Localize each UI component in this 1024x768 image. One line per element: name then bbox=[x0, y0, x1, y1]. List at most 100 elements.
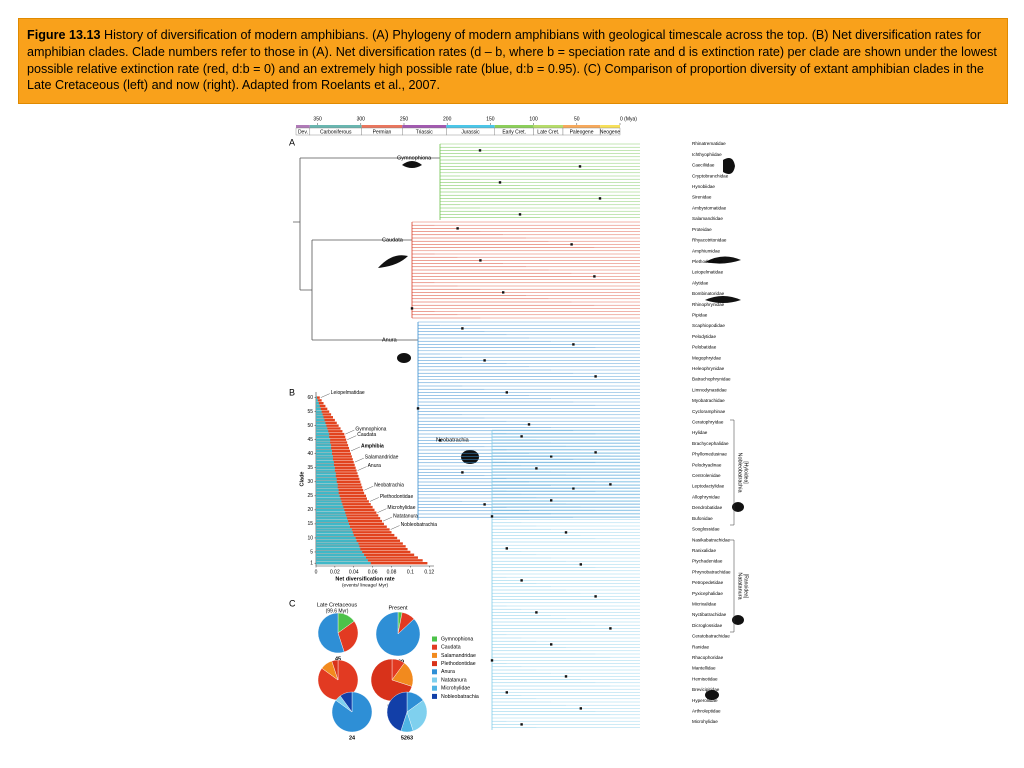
family-label: Scaphiopodidae bbox=[692, 323, 725, 328]
y-tick-label: 45 bbox=[307, 437, 313, 443]
annotation: Gymnophiona bbox=[355, 426, 386, 432]
node-marker bbox=[593, 275, 596, 278]
family-label: Ceratophryidae bbox=[692, 420, 724, 425]
bar bbox=[316, 418, 325, 422]
annotation-leader bbox=[364, 486, 374, 491]
bar bbox=[316, 505, 373, 509]
y-tick-label: 10 bbox=[307, 535, 313, 541]
bar bbox=[316, 533, 354, 537]
bar bbox=[316, 528, 390, 531]
x-tick-label: 0.06 bbox=[368, 569, 378, 575]
frog-icon bbox=[397, 353, 411, 363]
node-marker bbox=[527, 423, 531, 426]
node-marker bbox=[505, 391, 508, 394]
bar bbox=[316, 539, 401, 542]
bar bbox=[316, 556, 367, 559]
family-label: Centrolenidae bbox=[692, 473, 721, 478]
node-marker bbox=[483, 503, 486, 506]
bar bbox=[316, 444, 349, 447]
bar bbox=[316, 511, 346, 514]
annotation: Leiopelmatidae bbox=[331, 390, 365, 396]
bar bbox=[316, 396, 320, 399]
family-label: Micrixalidae bbox=[692, 601, 717, 606]
bar bbox=[316, 474, 336, 478]
node-marker bbox=[478, 149, 482, 152]
bar bbox=[316, 556, 418, 559]
family-label: Brevicipitidae bbox=[692, 687, 720, 692]
clade-label: Anura bbox=[382, 337, 398, 343]
annotation-leader bbox=[382, 516, 393, 522]
node-marker bbox=[505, 691, 508, 694]
x-tick-label: 0.1 bbox=[407, 569, 414, 575]
clade-label: Caudata bbox=[382, 237, 404, 243]
node-marker bbox=[535, 611, 538, 614]
family-label: Ceratobatrachidae bbox=[692, 634, 730, 639]
node-marker bbox=[498, 181, 502, 184]
tree-root bbox=[293, 157, 440, 341]
bar bbox=[316, 469, 335, 472]
y-tick-label: 50 bbox=[307, 423, 313, 429]
period-label: Permian bbox=[373, 129, 392, 135]
bar bbox=[316, 519, 383, 523]
node-marker bbox=[550, 643, 553, 646]
bar bbox=[316, 410, 330, 413]
panel-label: B bbox=[289, 387, 295, 397]
y-tick-label: 1 bbox=[310, 561, 313, 567]
period-color bbox=[600, 125, 620, 128]
x-tick-label: 0.08 bbox=[387, 569, 397, 575]
family-label: Mantellidae bbox=[692, 666, 716, 671]
family-label: Pelobatidae bbox=[692, 345, 717, 350]
annotation: Plethodontidae bbox=[380, 494, 414, 500]
family-label: Pyxicephalidae bbox=[692, 591, 723, 596]
period-color bbox=[562, 125, 601, 128]
bar bbox=[316, 533, 395, 537]
time-tick-label: 300 bbox=[357, 116, 366, 122]
bar bbox=[316, 469, 357, 472]
family-label: Phrynobatrachidae bbox=[692, 569, 731, 574]
bar bbox=[316, 491, 339, 495]
node-marker bbox=[609, 483, 612, 486]
clade-label: Gymnophiona bbox=[397, 155, 432, 161]
bar bbox=[316, 559, 423, 562]
bar bbox=[316, 402, 319, 405]
bar bbox=[316, 503, 343, 506]
node-marker bbox=[579, 707, 582, 710]
period-color bbox=[402, 125, 447, 128]
bar bbox=[316, 536, 398, 540]
period-label: Early Cret. bbox=[502, 129, 526, 135]
bar bbox=[316, 536, 356, 540]
y-tick-label: 25 bbox=[307, 493, 313, 499]
family-label: Plethodontidae bbox=[692, 259, 723, 264]
bar bbox=[316, 416, 324, 419]
family-label: Pelodytidae bbox=[692, 334, 716, 339]
node-marker bbox=[598, 197, 602, 200]
bracket-label: Natatanura bbox=[737, 572, 743, 600]
bar bbox=[316, 466, 335, 469]
time-tick-label: 200 bbox=[443, 116, 452, 122]
time-tick-label: 150 bbox=[486, 116, 495, 122]
annotation-leader bbox=[390, 525, 400, 530]
bar bbox=[316, 399, 322, 402]
annotation-leader bbox=[354, 457, 364, 463]
family-label: Leiopelmatidae bbox=[692, 270, 724, 275]
node-marker bbox=[490, 659, 494, 662]
period-color bbox=[296, 125, 310, 128]
bar bbox=[316, 407, 321, 411]
y-tick-label: 35 bbox=[307, 465, 313, 471]
bracket-sublabel: [Ranoidea] bbox=[743, 574, 749, 599]
bar bbox=[316, 522, 384, 526]
pie-count: 45 bbox=[335, 656, 341, 662]
bar bbox=[316, 559, 368, 562]
bar bbox=[316, 561, 428, 565]
family-label: Ptychadenidae bbox=[692, 559, 723, 564]
bar bbox=[316, 542, 359, 545]
period-label: Dev. bbox=[298, 129, 308, 135]
salamander-icon bbox=[705, 256, 741, 264]
legend-label: Natatanura bbox=[441, 677, 467, 683]
annotation-leader bbox=[369, 497, 379, 502]
legend-swatch bbox=[432, 677, 437, 683]
bar bbox=[316, 550, 411, 554]
bar bbox=[316, 500, 369, 503]
frog-icon bbox=[705, 690, 719, 700]
bar bbox=[316, 500, 342, 503]
